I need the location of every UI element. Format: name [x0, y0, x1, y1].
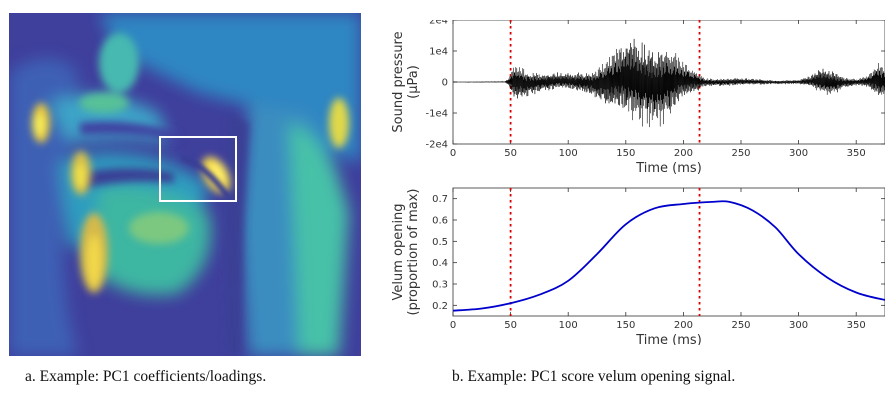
- velum-signal-charts: 0 50 100 150 200 250 300 350 -2e4 -1e4 0 1e4 2e4 Time…: [391, 20, 885, 345]
- sound-ytick-label: 0: [442, 78, 448, 89]
- velum-ylabel-line: Velum opening: [391, 203, 406, 300]
- sound-ylabel-line: Sound pressure: [391, 31, 406, 132]
- nasal-passage: [79, 121, 179, 141]
- lower-lip-core: [87, 235, 101, 287]
- velum-xtick-label: 0: [450, 320, 456, 331]
- upper-lip-core: [75, 164, 85, 188]
- velum-opening-plot: 0 50 100 150 200 250 300 350 0.2 0.3 0.4 0.5 0.6 0.7 T…: [391, 187, 885, 345]
- spine-region: [289, 123, 349, 356]
- mri-loading-image: [9, 13, 361, 356]
- velum-ylabel-line: (proportion of max): [406, 189, 421, 316]
- caption-a: a. Example: PC1 coefficients/loadings.: [25, 368, 267, 385]
- sound-pressure-plot: 0 50 100 150 200 250 300 350 -2e4 -1e4 0 1e4 2e4 Time…: [391, 20, 885, 176]
- sound-ytick-label: 2e4: [429, 20, 448, 27]
- sound-xtick-label: 250: [731, 148, 750, 159]
- velum-xtick-label: 50: [504, 320, 517, 331]
- sound-xlabel: Time (ms): [635, 161, 702, 176]
- spine-hotspot: [329, 98, 349, 148]
- velum-ytick-label: 0.5: [432, 237, 448, 248]
- upper-nasal-hotspot: [99, 33, 139, 93]
- tongue-hotspot: [129, 212, 189, 244]
- sound-xtick-label: 300: [789, 148, 808, 159]
- sound-xtick-label: 100: [559, 148, 578, 159]
- palate-hotspot: [79, 93, 129, 113]
- airway: [224, 113, 249, 356]
- sound-xtick-label: 50: [504, 148, 517, 159]
- sound-xtick-label: 0: [450, 148, 456, 159]
- sound-ylabel-line: (µPa): [406, 65, 421, 99]
- velum-ytick-label: 0.6: [432, 216, 448, 227]
- velum-xtick-label: 300: [789, 320, 808, 331]
- velum-xtick-label: 350: [847, 320, 866, 331]
- caption-b: b. Example: PC1 score velum opening sign…: [452, 368, 736, 385]
- velum-xtick-label: 250: [731, 320, 750, 331]
- velum-xtick-label: 100: [559, 320, 578, 331]
- sound-xtick-label: 350: [847, 148, 866, 159]
- velum-axes-box: [452, 187, 885, 317]
- face-region: [9, 58, 79, 356]
- nose-hotspot-core: [34, 114, 44, 136]
- velum-ytick-label: 0.7: [432, 194, 448, 205]
- sound-waveform: [453, 38, 885, 128]
- velum-ytick-label: 0.4: [432, 258, 448, 269]
- sound-xtick-label: 200: [674, 148, 693, 159]
- velum-xlabel: Time (ms): [635, 333, 702, 345]
- velum-roi-box: [159, 136, 237, 202]
- velum-xtick-label: 200: [674, 320, 693, 331]
- velum-ytick-label: 0.3: [432, 280, 448, 291]
- velum-hotspot-core: [210, 162, 226, 184]
- velum-xtick-label: 150: [616, 320, 635, 331]
- velum-dark-band: [180, 155, 232, 200]
- sound-xtick-label: 150: [616, 148, 635, 159]
- oral-cavity: [79, 168, 174, 188]
- sound-ytick-label: 1e4: [429, 47, 448, 58]
- velum-opening-line: [452, 200, 885, 312]
- sound-ytick-label: -2e4: [426, 140, 449, 151]
- velum-ytick-label: 0.2: [432, 301, 448, 312]
- sound-ytick-label: -1e4: [426, 109, 449, 120]
